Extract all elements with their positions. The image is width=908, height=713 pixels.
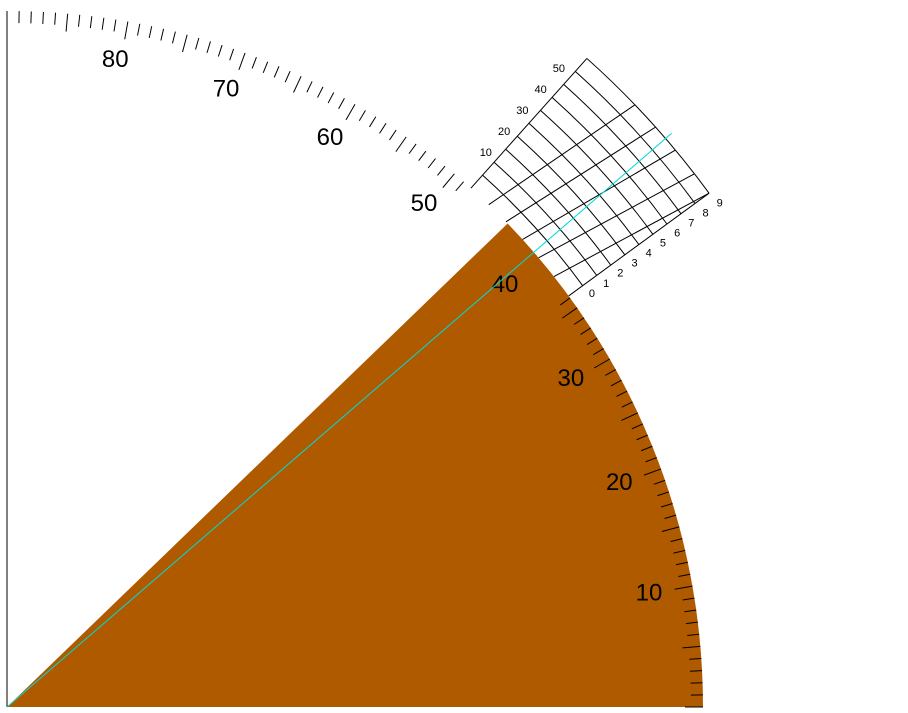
protractor-tick (369, 117, 375, 127)
protractor-tick (339, 98, 345, 108)
vernier-row-line (540, 110, 652, 234)
protractor-tick (252, 57, 256, 68)
vernier-row-line (587, 58, 709, 193)
protractor-tick (274, 66, 279, 77)
vernier-row-label: 8 (702, 207, 708, 219)
protractor-label: 60 (317, 124, 344, 151)
sector-layer (7, 224, 703, 707)
vernier-column-line (489, 105, 635, 205)
protractor-tick (380, 123, 387, 133)
protractor-tick (285, 71, 290, 82)
protractor-tick (389, 130, 396, 140)
protractor-tick (149, 26, 151, 38)
protractor-tick (43, 12, 44, 24)
vernier-column-label: 50 (553, 63, 565, 75)
protractor-tick (359, 110, 365, 120)
protractor-tick (207, 41, 211, 52)
protractor-label: 80 (102, 46, 129, 73)
protractor-tick (55, 13, 56, 25)
vernier-row-label: 6 (674, 228, 680, 240)
protractor-label: 50 (411, 190, 438, 217)
vernier-column-label: 20 (498, 126, 510, 138)
vernier-row-label: 3 (631, 258, 637, 270)
protractor-tick (218, 45, 222, 56)
vernier-row-label: 9 (717, 197, 723, 209)
protractor-label: 70 (213, 76, 240, 103)
vernier-edge (471, 58, 587, 188)
protractor-tick (456, 182, 464, 191)
vernier-row-label: 0 (589, 288, 595, 300)
protractor-tick (161, 29, 164, 41)
protractor-tick (328, 92, 334, 103)
vernier-column-label: 10 (480, 147, 492, 159)
protractor-tick (78, 15, 79, 27)
protractor-tick (138, 24, 140, 36)
protractor-tick (307, 81, 312, 92)
protractor-tick (90, 16, 91, 28)
protractor-tick (172, 32, 175, 44)
vernier-column-label: 40 (534, 84, 546, 96)
protractor-tick (346, 104, 355, 120)
protractor-tick (102, 18, 104, 30)
protractor-tick (182, 35, 187, 52)
protractor-tick (66, 14, 68, 32)
protractor-tick (409, 144, 416, 154)
protractor-tick (428, 159, 435, 168)
protractor-tick (690, 671, 702, 672)
protractor-tick (294, 76, 302, 92)
protractor-tick (196, 38, 199, 50)
protractor-label: 30 (557, 365, 584, 392)
vernier-row-line (517, 136, 625, 255)
angle-sector (7, 224, 703, 707)
vernier-row-label: 7 (688, 217, 694, 229)
protractor-tick (239, 53, 245, 70)
vernier-column-label: 30 (516, 105, 528, 117)
vernier-row-label: 1 (603, 278, 609, 290)
protractor-tick (230, 49, 234, 60)
protractor-tick (318, 87, 323, 98)
protractor-label: 10 (636, 580, 663, 607)
protractor-tick (437, 166, 445, 175)
protractor-tick (263, 62, 267, 73)
vernier-row-label: 4 (646, 248, 652, 260)
protractor-tick (443, 174, 455, 188)
vernier-row-line (552, 97, 667, 224)
protractor-label: 20 (606, 469, 633, 496)
protractor-tick (396, 137, 406, 152)
protractor-tick (125, 22, 128, 40)
vernier-row-label: 5 (660, 238, 666, 250)
vernier-row-label: 2 (617, 268, 623, 280)
protractor-tick (114, 20, 116, 32)
protractor-tick (419, 151, 426, 161)
vernier-column-line (523, 150, 676, 239)
